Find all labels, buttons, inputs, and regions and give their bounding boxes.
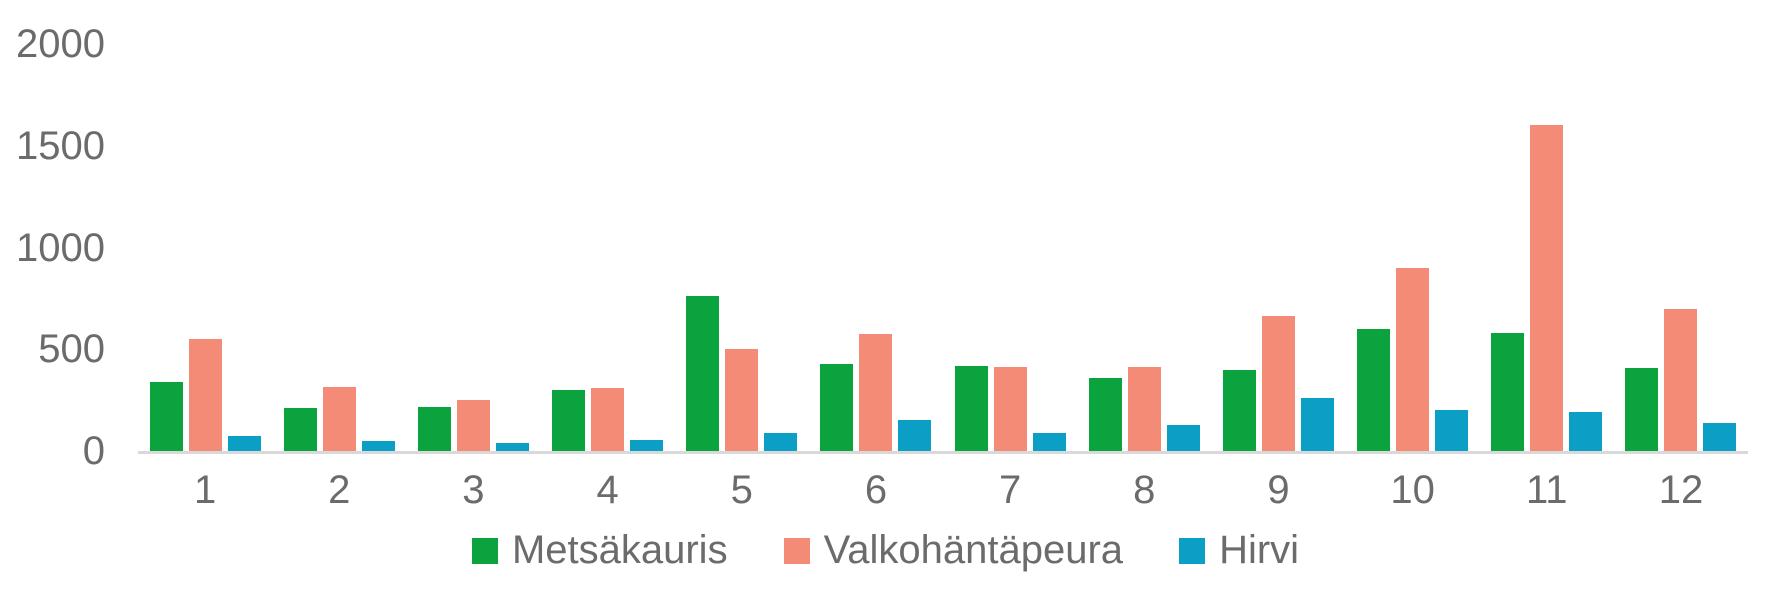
bar-hirvi-9 (1300, 398, 1334, 451)
bar-metsakauris-6 (820, 363, 854, 451)
bar-valkohantapeura-7 (993, 366, 1027, 451)
bar-metsakauris-4 (552, 389, 586, 451)
legend-label-hirvi: Hirvi (1219, 528, 1300, 572)
bar-group-9 (1211, 44, 1345, 451)
legend-swatch-metsakauris (471, 537, 498, 564)
legend-item-metsakauris: Metsäkauris (471, 528, 728, 573)
bar-hirvi-7 (1032, 432, 1066, 451)
x-tick-label-3: 3 (462, 468, 485, 512)
bar-metsakauris-12 (1625, 367, 1659, 451)
x-tick-label-12: 12 (1658, 468, 1704, 512)
x-tick-label-5: 5 (730, 468, 753, 512)
legend-item-hirvi: Hirvi (1179, 528, 1299, 573)
bar-group-10 (1346, 44, 1480, 451)
x-tick-label-1: 1 (193, 468, 217, 512)
bar-hirvi-11 (1569, 412, 1603, 451)
bar-valkohantapeura-9 (1261, 315, 1295, 451)
bar-group-6 (809, 44, 943, 451)
bar-valkohantapeura-10 (1396, 267, 1430, 451)
bar-valkohantapeura-6 (859, 334, 893, 451)
bar-hirvi-8 (1166, 424, 1200, 451)
bar-metsakauris-3 (417, 407, 451, 451)
y-tick-label-1500: 1500 (16, 123, 105, 168)
bar-metsakauris-1 (149, 381, 183, 451)
bar-valkohantapeura-3 (456, 400, 490, 451)
bar-metsakauris-5 (686, 296, 720, 451)
bar-metsakauris-8 (1088, 377, 1122, 451)
bar-group-12 (1614, 44, 1748, 451)
bar-valkohantapeura-5 (725, 349, 759, 451)
legend-swatch-valkohantapeura (783, 537, 810, 564)
bar-group-11 (1480, 44, 1614, 451)
x-axis: 1 2 3 4 5 6 7 8 9 10 11 12 (138, 468, 1748, 513)
bar-hirvi-1 (227, 435, 261, 451)
bar-valkohantapeura-4 (591, 387, 625, 451)
bar-hirvi-4 (630, 439, 664, 451)
x-tick-label-2: 2 (328, 468, 351, 512)
plot-area (138, 44, 1748, 454)
x-tick-label-7: 7 (998, 468, 1022, 512)
legend-swatch-hirvi (1179, 537, 1206, 564)
bar-group-8 (1077, 44, 1211, 451)
y-tick-label-0: 0 (82, 429, 105, 473)
bar-metsakauris-10 (1357, 328, 1391, 451)
bar-metsakauris-7 (954, 365, 988, 451)
bar-group-4 (541, 44, 675, 451)
bar-metsakauris-11 (1491, 332, 1525, 451)
bar-hirvi-6 (898, 420, 932, 451)
x-tick-label-11: 11 (1526, 468, 1568, 512)
y-tick-label-500: 500 (38, 327, 105, 372)
bar-valkohantapeura-12 (1664, 308, 1698, 451)
x-tick-label-8: 8 (1133, 468, 1156, 512)
bar-metsakauris-9 (1222, 369, 1256, 451)
bar-group-7 (943, 44, 1077, 451)
bar-hirvi-5 (764, 432, 798, 451)
y-tick-label-1000: 1000 (16, 225, 105, 270)
legend-label-valkohantapeura: Valkohäntäpeura (823, 528, 1124, 572)
bar-valkohantapeura-1 (188, 339, 222, 451)
legend-label-metsakauris: Metsäkauris (511, 528, 728, 572)
x-tick-label-6: 6 (864, 468, 888, 512)
bar-group-3 (406, 44, 540, 451)
bar-metsakauris-2 (283, 408, 317, 451)
bar-valkohantapeura-8 (1127, 366, 1161, 451)
bar-group-1 (138, 44, 272, 451)
bar-valkohantapeura-11 (1530, 125, 1564, 451)
bar-hirvi-2 (361, 440, 395, 451)
bar-hirvi-10 (1435, 410, 1469, 451)
bar-hirvi-12 (1703, 422, 1737, 451)
bar-hirvi-3 (495, 442, 529, 451)
x-tick-label-10: 10 (1390, 468, 1435, 512)
bar-group-2 (272, 44, 406, 451)
bar-valkohantapeura-2 (322, 386, 356, 451)
legend: Metsäkauris Valkohäntäpeura Hirvi (0, 528, 1771, 573)
legend-item-valkohantapeura: Valkohäntäpeura (783, 528, 1124, 573)
x-tick-label-9: 9 (1267, 468, 1290, 512)
x-tick-label-4: 4 (596, 468, 619, 512)
bar-group-5 (675, 44, 809, 451)
y-tick-label-2000: 2000 (16, 22, 105, 66)
